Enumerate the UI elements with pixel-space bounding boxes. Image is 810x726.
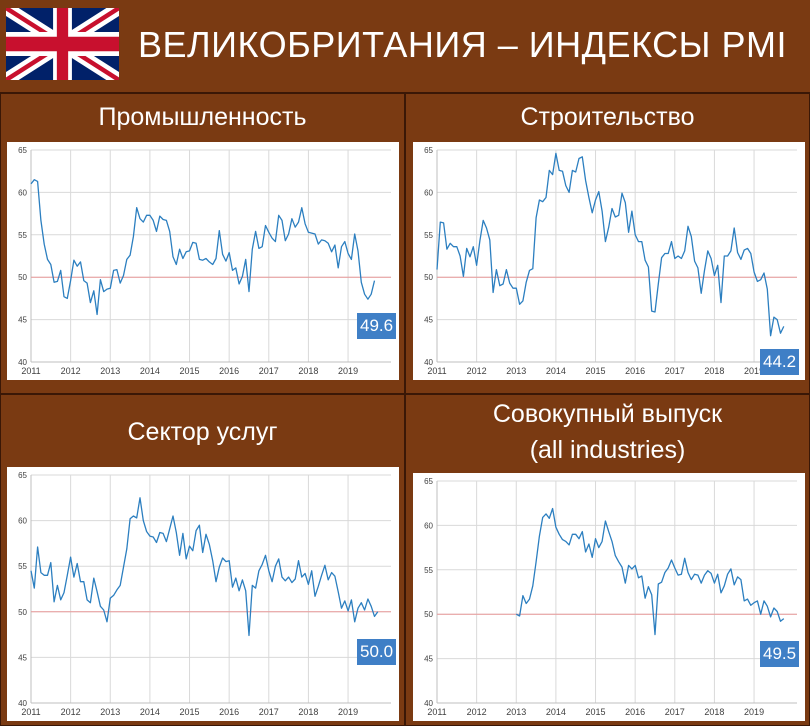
series-line [515, 507, 785, 636]
x-tick-label: 2016 [219, 707, 239, 717]
y-tick-label: 45 [18, 316, 27, 325]
chart-area: 40 45 50 55 60 65 2011 2012 2013 2014 2015 2016 2017… [413, 473, 805, 721]
x-tick-label: 2015 [586, 366, 606, 376]
chart-area: 40 45 50 55 60 65 2011 2012 2013 2014 2015 2016 2017… [7, 142, 399, 380]
x-tick-label: 2011 [21, 707, 40, 717]
x-tick-label: 2012 [467, 707, 487, 717]
x-tick-label: 2019 [744, 707, 764, 717]
y-tick-label: 60 [424, 521, 433, 530]
y-tick-label: 40 [424, 358, 433, 367]
x-tick-label: 2017 [259, 366, 279, 376]
x-tick-label: 2018 [704, 366, 724, 376]
panel-construction: Строительство 40 45 50 55 60 65 2011 2012 2013 20… [405, 93, 810, 394]
series-line [436, 152, 785, 337]
y-tick-label: 55 [18, 562, 27, 571]
y-tick-label: 50 [18, 273, 27, 282]
x-tick-label: 2013 [100, 366, 120, 376]
x-tick-label: 2017 [665, 707, 685, 717]
panel-composite: Совокупный выпуск (all industries) 40 45 5… [405, 394, 810, 726]
uk-flag-icon [6, 8, 119, 80]
last-value-badge: 49.5 [760, 641, 800, 667]
line-chart: 40 45 50 55 60 65 2011 2012 2013 2014 2015 2016 2017… [424, 477, 797, 717]
y-tick-label: 50 [424, 273, 433, 282]
x-tick-label: 2013 [506, 707, 526, 717]
x-tick-label: 2017 [259, 707, 279, 717]
chart-subtitle: (all industries) [529, 436, 686, 464]
line-chart: 40 45 50 55 60 65 2011 2012 2013 2014 2015 2016 2017… [18, 146, 391, 376]
x-tick-label: 2012 [467, 366, 487, 376]
x-tick-label: 2018 [704, 707, 724, 717]
line-chart: 40 45 50 55 60 65 2011 2012 2013 2014 2015 2016 2017… [18, 471, 391, 717]
x-tick-label: 2011 [427, 366, 446, 376]
x-tick-label: 2014 [546, 366, 566, 376]
page-title: ВЕЛИКОБРИТАНИЯ – ИНДЕКСЫ PMI [138, 24, 788, 65]
x-tick-label: 2015 [180, 366, 200, 376]
y-tick-label: 40 [424, 699, 433, 708]
x-tick-label: 2014 [140, 707, 160, 717]
last-value-badge: 49.6 [357, 313, 397, 339]
panel-manufacturing: Промышленность 40 45 50 55 60 65 2011 2012 2013 2… [0, 93, 405, 394]
x-tick-label: 2016 [625, 366, 645, 376]
y-tick-label: 65 [18, 146, 27, 155]
last-value-badge: 44.2 [760, 349, 800, 375]
y-tick-label: 55 [18, 231, 27, 240]
x-tick-label: 2015 [586, 707, 606, 717]
x-tick-label: 2019 [338, 707, 358, 717]
x-tick-label: 2012 [61, 707, 81, 717]
x-tick-label: 2014 [140, 366, 160, 376]
x-tick-label: 2018 [298, 366, 318, 376]
chart-area: 40 45 50 55 60 65 2011 2012 2013 2014 2015 2016 2017… [7, 467, 399, 721]
x-tick-label: 2016 [625, 707, 645, 717]
x-tick-label: 2011 [21, 366, 40, 376]
chart-title: Совокупный выпуск [492, 400, 723, 428]
header: ВЕЛИКОБРИТАНИЯ – ИНДЕКСЫ PMI [0, 0, 810, 94]
y-tick-label: 60 [18, 188, 27, 197]
x-tick-label: 2018 [298, 707, 318, 717]
x-tick-label: 2012 [61, 366, 81, 376]
x-tick-label: 2011 [427, 707, 446, 717]
series-line [30, 497, 379, 637]
chart-title: Строительство [520, 103, 695, 131]
line-chart: 40 45 50 55 60 65 2011 2012 2013 2014 2015 2016 2017… [424, 146, 797, 376]
y-tick-label: 50 [424, 610, 433, 619]
y-tick-label: 40 [18, 699, 27, 708]
y-tick-label: 65 [424, 477, 433, 486]
y-tick-label: 40 [18, 358, 27, 367]
y-tick-label: 45 [18, 653, 27, 662]
x-tick-label: 2017 [665, 366, 685, 376]
panel-services: Сектор услуг 40 45 50 55 60 65 2011 2012 2013 201… [0, 394, 405, 726]
chart-area: 40 45 50 55 60 65 2011 2012 2013 2014 2015 2016 2017… [413, 142, 805, 380]
y-tick-label: 50 [18, 608, 27, 617]
x-tick-label: 2015 [180, 707, 200, 717]
y-tick-label: 45 [424, 316, 433, 325]
y-tick-label: 45 [424, 655, 433, 664]
x-tick-label: 2019 [744, 366, 764, 376]
y-tick-label: 55 [424, 566, 433, 575]
y-tick-label: 55 [424, 231, 433, 240]
x-tick-label: 2013 [506, 366, 526, 376]
chart-title: Сектор услуг [127, 418, 278, 446]
x-tick-label: 2016 [219, 366, 239, 376]
series-line [30, 179, 376, 316]
x-tick-label: 2019 [338, 366, 358, 376]
x-tick-label: 2014 [546, 707, 566, 717]
y-tick-label: 65 [18, 471, 27, 480]
y-tick-label: 60 [18, 517, 27, 526]
last-value-badge: 50.0 [357, 639, 397, 665]
chart-title: Промышленность [98, 103, 307, 131]
y-tick-label: 65 [424, 146, 433, 155]
x-tick-label: 2013 [100, 707, 120, 717]
y-tick-label: 60 [424, 188, 433, 197]
